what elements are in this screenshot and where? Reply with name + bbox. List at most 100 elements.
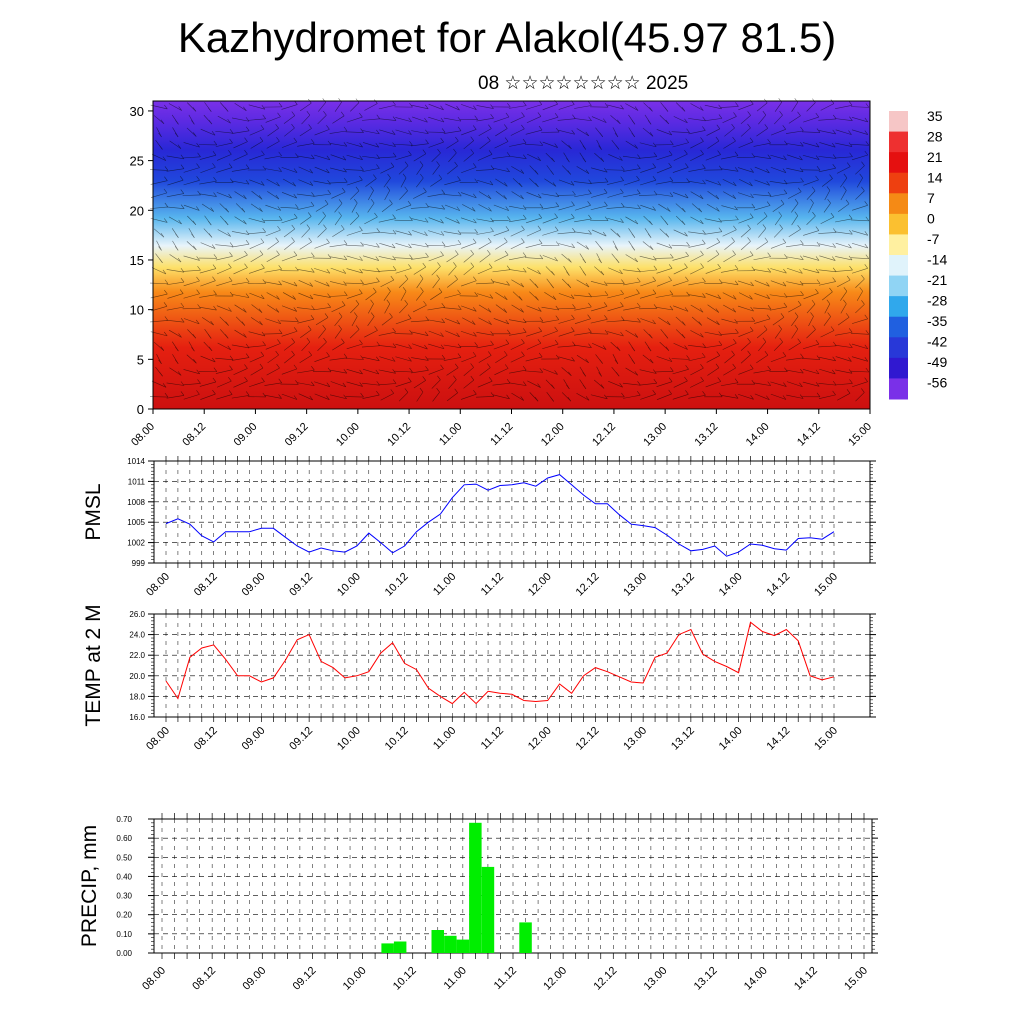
x-tick-label: 08.00 (144, 571, 172, 599)
x-tick-label: 09.12 (283, 421, 311, 449)
colorbar-swatch (889, 131, 908, 153)
x-tick-label: 14.12 (764, 725, 792, 753)
colorbar-label: -35 (927, 313, 947, 329)
precipitation-panel: 0.00 0.10 0.20 0.30 0.40 0.50 0.60 0.70 08.00 08.… (78, 813, 878, 993)
x-tick-label: 14.12 (795, 421, 823, 449)
x-tick-label: 12.12 (574, 725, 602, 753)
y-axis-label: PMSL (82, 483, 105, 540)
y-tick-label: 20 (130, 203, 144, 218)
x-tick-label: 09.12 (287, 571, 315, 599)
x-tick-label: 14.00 (717, 725, 745, 753)
x-tick-label: 10.12 (391, 965, 419, 993)
y-tick-label: 22.0 (129, 651, 145, 660)
x-tick-label: 10.00 (335, 725, 363, 753)
x-tick-label: 12.00 (526, 571, 554, 599)
x-tick-label: 09.12 (291, 965, 319, 993)
colorbar-swatch (889, 337, 908, 359)
temperature-cross-section: 0 5 10 15 20 25 30 08.00 08.12 09.00 09.12 10.00 10.… (129, 98, 874, 449)
colorbar-swatch (889, 378, 908, 400)
x-tick-label: 09.00 (232, 421, 260, 449)
x-tick-label: 13.12 (669, 725, 697, 753)
y-tick-label: 0.30 (116, 892, 132, 901)
y-tick-label: 1002 (127, 539, 145, 548)
y-tick-label: 1014 (127, 457, 145, 466)
x-tick-label: 08.00 (129, 421, 157, 449)
wind-barbs (150, 98, 870, 402)
x-tick-label: 12.00 (526, 725, 554, 753)
colorbar-swatch (889, 213, 908, 235)
y-tick-label: 0.50 (116, 853, 132, 862)
x-tick-label: 12.00 (541, 965, 569, 993)
x-tick-label: 12.00 (539, 421, 567, 449)
colorbar-swatch (889, 152, 908, 174)
precip-bar (469, 822, 482, 953)
y-tick-label: 1008 (127, 498, 145, 507)
x-tick-label: 10.12 (383, 571, 411, 599)
x-tick-label: 14.00 (744, 421, 772, 449)
y-axis-label: PRECIP, mm (78, 825, 101, 947)
x-tick-label: 10.00 (341, 965, 369, 993)
colorbar-label: -56 (927, 375, 947, 391)
temperature-panel: 16.0 18.0 20.0 22.0 24.0 26.0 08.00 08.12 09.00 0… (82, 604, 876, 753)
y-tick-label: 0.60 (116, 834, 132, 843)
x-tick-label: 13.12 (692, 965, 720, 993)
y-tick-label: 0.10 (116, 930, 132, 939)
x-tick-label: 11.00 (442, 965, 469, 992)
y-tick-label: 1011 (128, 477, 146, 486)
x-tick-label: 08.12 (192, 571, 220, 599)
x-tick-label: 13.00 (641, 421, 669, 449)
x-tick-label: 13.12 (693, 421, 721, 449)
x-tick-label: 09.12 (287, 725, 315, 753)
x-tick-label: 11.12 (479, 571, 506, 598)
x-tick-label: 12.12 (591, 965, 619, 993)
colorbar-swatch (889, 316, 908, 338)
y-axis-label: TEMP at 2 M (82, 604, 105, 726)
colorbar-swatch (889, 357, 908, 379)
y-tick-label: 0 (137, 402, 144, 417)
colorbar-label: -28 (927, 293, 947, 309)
x-tick-label: 11.12 (488, 421, 515, 448)
precip-bar (393, 941, 407, 953)
precip-bar (431, 930, 444, 953)
precip-bar (481, 866, 495, 953)
y-tick-label: 0.70 (116, 815, 132, 824)
colorbar-swatch (889, 172, 908, 194)
y-tick-label: 0.00 (116, 949, 132, 958)
precip-bar (444, 935, 457, 953)
x-tick-label: 15.00 (842, 965, 870, 993)
x-tick-label: 13.00 (621, 725, 649, 753)
chart-title: Kazhydromet for Alakol(45.97 81.5) (177, 14, 837, 61)
y-tick-label: 0.40 (116, 872, 132, 881)
x-tick-label: 08.12 (192, 725, 220, 753)
x-tick-label: 15.00 (846, 421, 874, 449)
colorbar-swatch (889, 234, 908, 256)
x-tick-label: 09.00 (240, 965, 268, 993)
pmsl-panel: 999 1002 1005 1008 1011 1014 08.00 08.12 09.00 09… (82, 456, 876, 599)
y-tick-label: 0.20 (116, 911, 132, 920)
precip-bar (456, 939, 470, 953)
x-tick-label: 10.00 (335, 571, 363, 599)
x-tick-label: 11.00 (431, 725, 458, 752)
heatmap-field (153, 101, 870, 409)
x-tick-label: 08.12 (190, 965, 218, 993)
x-tick-label: 14.12 (792, 965, 820, 993)
colorbar-swatch (889, 296, 908, 318)
plot-frame (153, 460, 871, 564)
colorbar-swatch (889, 111, 908, 133)
precip-bar (519, 922, 532, 953)
x-tick-label: 13.12 (669, 571, 697, 599)
colorbar-label: 14 (927, 170, 943, 186)
colorbar-label: 7 (927, 190, 935, 206)
y-tick-label: 999 (132, 559, 146, 568)
x-tick-label: 11.12 (479, 725, 506, 752)
colorbar-swatch (889, 193, 908, 215)
precip-bar (381, 943, 394, 953)
x-tick-label: 14.00 (717, 571, 745, 599)
chart-subtitle: 08 ☆☆☆☆☆☆☆☆ 2025 (478, 73, 689, 94)
x-tick-label: 14.00 (742, 965, 770, 993)
y-tick-label: 30 (130, 104, 144, 119)
y-tick-label: 5 (137, 352, 144, 367)
x-tick-label: 12.12 (590, 421, 618, 449)
x-tick-label: 09.00 (240, 725, 268, 753)
colorbar-label: -49 (927, 354, 947, 370)
